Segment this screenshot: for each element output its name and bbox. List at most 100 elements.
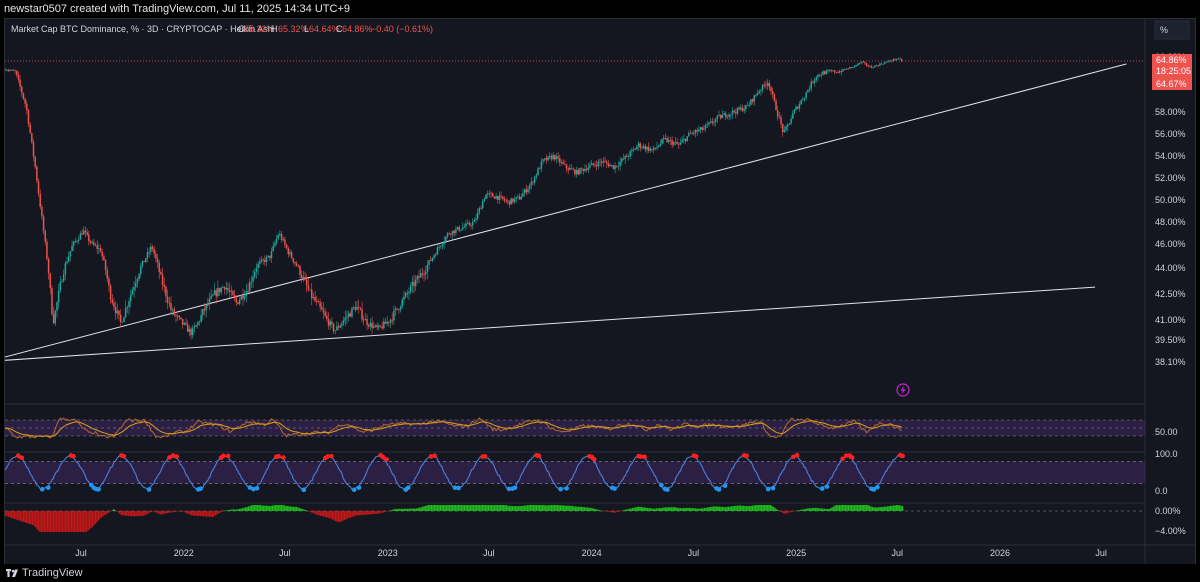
chart-svg[interactable]: Market Cap BTC Dominance, % · 3D · CRYPT…	[0, 19, 1195, 564]
candle-body	[327, 319, 330, 326]
histogram-bar	[599, 510, 601, 511]
histogram-bar	[759, 505, 761, 511]
histogram-bar	[6, 511, 8, 517]
candle-body	[356, 306, 358, 310]
candle-body	[813, 79, 816, 83]
histogram-bar	[359, 511, 361, 516]
time-axis-label: Jul	[688, 548, 700, 558]
candle-body	[128, 301, 130, 307]
stochastic-oversold-dot	[45, 485, 51, 490]
candle-body	[600, 162, 603, 163]
candle-body	[631, 149, 633, 152]
histogram-bar	[620, 511, 622, 512]
candle-body	[367, 325, 370, 327]
candle-body	[34, 156, 36, 167]
scale-percent-button[interactable]	[1154, 20, 1190, 40]
candle-body	[726, 116, 729, 118]
histogram-bar	[645, 507, 647, 511]
histogram-bar	[678, 508, 680, 511]
trendlines	[0, 63, 1127, 362]
candle-body	[450, 233, 452, 235]
time-axis[interactable]: Jul 2022 Jul 2023 Jul 2024 Jul 2025 Jul 2026 Jul	[75, 548, 1107, 558]
candle-body	[664, 137, 667, 139]
candle-body	[86, 232, 88, 235]
candle-body	[371, 322, 373, 328]
histogram-bar	[708, 507, 710, 511]
candle-body	[93, 242, 95, 245]
lightning-icon[interactable]	[896, 383, 910, 397]
histogram-bar	[744, 505, 746, 511]
histogram-bar	[95, 511, 97, 524]
histogram-bar	[878, 507, 880, 511]
candle-body	[304, 276, 306, 280]
histogram-bar	[861, 505, 863, 511]
stochastic-overbought-dot	[19, 455, 25, 461]
candle-body	[423, 274, 425, 276]
histogram-bar	[53, 511, 55, 532]
histogram-bar	[369, 511, 371, 515]
histogram-bar	[737, 505, 739, 511]
histogram-bar	[626, 509, 628, 511]
candle-body	[478, 208, 481, 213]
candle-body	[584, 168, 586, 172]
histogram-bar	[504, 505, 506, 511]
stochastic-oversold-dot	[770, 485, 776, 491]
candle-body	[815, 77, 817, 80]
histogram-bar	[129, 511, 131, 517]
histogram-bar	[510, 506, 512, 511]
histogram-bar	[180, 510, 182, 512]
candle-body	[559, 157, 561, 163]
candle-body	[255, 268, 258, 272]
candle-body	[634, 149, 636, 150]
histogram-bar	[272, 505, 274, 511]
histogram-bar	[719, 506, 721, 511]
candle-body	[864, 62, 866, 64]
chart-legend: Market Cap BTC Dominance, % · 3D · CRYPT…	[11, 24, 433, 34]
histogram-bar	[765, 505, 767, 511]
candle-body	[793, 109, 796, 114]
histogram-bar	[288, 506, 290, 511]
histogram-bar	[543, 505, 545, 511]
candle-body	[195, 325, 197, 327]
histogram-bar	[297, 507, 299, 511]
chart-panel[interactable]: Market Cap BTC Dominance, % · 3D · CRYPT…	[0, 18, 1196, 565]
candle-body	[252, 276, 254, 282]
stochastic-oversold-dot	[405, 485, 411, 491]
candle-body	[176, 315, 179, 317]
histogram-bar	[633, 507, 635, 511]
histogram-bar	[165, 511, 167, 514]
histogram-bar	[153, 511, 155, 512]
histogram-bar	[98, 511, 100, 521]
stochastic-overbought-dot	[174, 454, 179, 459]
candle-body	[198, 321, 201, 323]
histogram-bar	[374, 511, 376, 514]
histogram-bar	[542, 505, 544, 511]
histogram-bar	[152, 511, 154, 512]
candle-body	[136, 278, 139, 284]
price-axis[interactable]: 66.00%62.00%58.00%56.00%54.00%52.00%50.0…	[1155, 52, 1186, 536]
stochastic-oversold-dot	[659, 482, 664, 488]
candle-body	[416, 275, 419, 280]
candle-body	[347, 313, 350, 318]
candle-body	[451, 230, 454, 235]
histogram-bar	[840, 505, 842, 511]
histogram-bar	[591, 508, 593, 511]
histogram-bar	[852, 505, 854, 511]
stochastic-oversold-dot	[665, 487, 670, 492]
histogram-bar	[216, 511, 218, 515]
histogram-bar	[413, 508, 415, 511]
candle-body	[403, 296, 405, 300]
candle-body	[668, 139, 670, 142]
candle-body	[840, 71, 843, 72]
price-axis-label: 58.00%	[1155, 107, 1186, 117]
candle-body	[386, 321, 388, 324]
histogram-bar	[642, 507, 644, 511]
candle-body	[237, 302, 239, 304]
stochastic-overbought-dot	[638, 454, 644, 459]
histogram-bar	[770, 505, 772, 511]
candle-body	[361, 309, 363, 320]
histogram-bar	[14, 511, 16, 519]
histogram-bar	[780, 511, 782, 513]
histogram-bar	[344, 511, 346, 520]
candle-body	[708, 122, 710, 125]
